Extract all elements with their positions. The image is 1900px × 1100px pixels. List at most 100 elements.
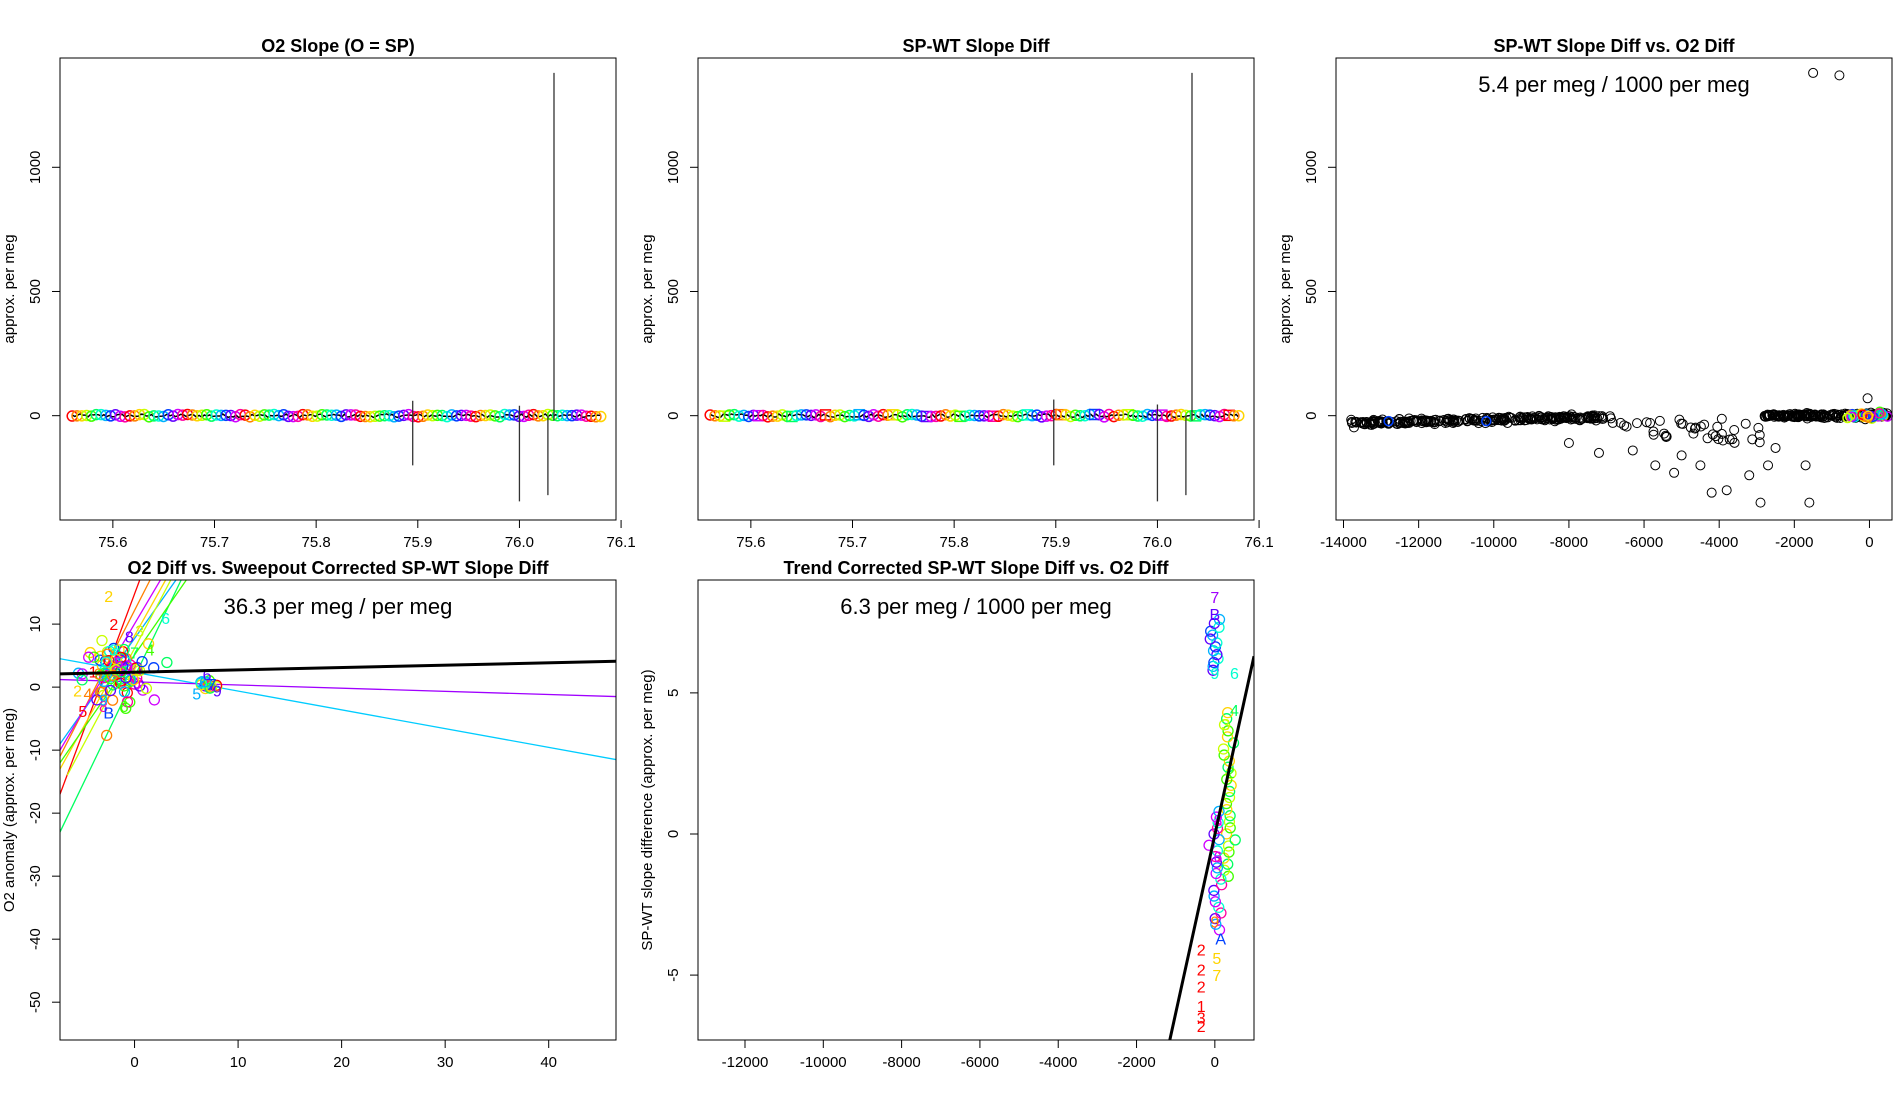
- outlier-point: [1627, 445, 1638, 456]
- outlier-point: [1770, 442, 1781, 453]
- data-point: [1449, 416, 1460, 427]
- data-point: [1502, 417, 1513, 428]
- point-label: 7: [1210, 590, 1219, 607]
- data-point: [118, 680, 130, 692]
- data-point: [1233, 409, 1245, 422]
- data-point: [103, 655, 115, 667]
- outlier-point: [1800, 460, 1811, 471]
- data-point: [88, 651, 100, 663]
- data-point: [1808, 410, 1819, 421]
- fit-line: [1168, 655, 1254, 1040]
- x-tick-label: -8000: [1550, 534, 1588, 551]
- chart-p3: SP-WT Slope Diff vs. O2 Diff -14000 -12000…: [1277, 36, 1893, 551]
- data-point: [1661, 431, 1672, 442]
- point-label: 6: [203, 668, 212, 685]
- y-tick-label: 5: [665, 689, 682, 697]
- point-label: A: [1215, 931, 1226, 948]
- data-point: [1801, 410, 1812, 421]
- chart-title: SP-WT Slope Diff: [903, 36, 1051, 56]
- y-tick-label: -30: [27, 865, 44, 887]
- regression-line: [60, 580, 182, 833]
- data-point: [136, 655, 148, 668]
- point-label: 7: [130, 645, 139, 662]
- data-point: [1592, 413, 1603, 424]
- data-point: [101, 648, 114, 660]
- x-tick-label: 10: [230, 1054, 247, 1071]
- data-point: [1729, 425, 1740, 436]
- y-tick-label: 500: [1303, 279, 1320, 304]
- data-point: [1710, 431, 1721, 442]
- outlier-point: [1593, 447, 1604, 458]
- data-point: [1453, 415, 1464, 426]
- data-point: [590, 411, 602, 423]
- point-label: 8: [125, 630, 134, 647]
- y-axis-label: SP-WT slope difference (approx. per meg): [639, 669, 656, 950]
- data-point: [200, 676, 212, 688]
- data-point: [1215, 879, 1228, 891]
- data-point: [1208, 890, 1220, 902]
- data-point: [1562, 412, 1573, 423]
- x-tick-label: 76.1: [606, 534, 635, 551]
- data-point: [1521, 415, 1532, 426]
- data-point: [142, 638, 155, 650]
- data-point: [1394, 418, 1405, 429]
- point-label: 7: [208, 677, 217, 694]
- data-point: [1211, 862, 1224, 874]
- data-point: [1208, 656, 1220, 669]
- outlier-point: [1717, 435, 1728, 446]
- data-point: [1361, 417, 1372, 428]
- point-label: B: [1210, 607, 1221, 624]
- point-label: 4: [1230, 703, 1239, 720]
- y-tick-label: 0: [27, 412, 44, 420]
- y-tick-label: 0: [665, 412, 682, 420]
- x-tick-label: 20: [333, 1054, 350, 1071]
- point-label: 2: [197, 674, 206, 691]
- data-point: [1716, 413, 1727, 424]
- data-point: [1225, 767, 1237, 779]
- regression-line: [60, 678, 616, 698]
- outlier-point: [1834, 70, 1845, 81]
- data-point: [595, 410, 607, 423]
- data-point: [1605, 413, 1616, 424]
- x-tick-label: -12000: [722, 1054, 769, 1071]
- y-tick-label: 0: [27, 683, 44, 691]
- data-point: [96, 634, 108, 647]
- outlier-point: [1804, 497, 1815, 508]
- data-point: [1615, 417, 1626, 428]
- point-label: 2: [1197, 962, 1206, 979]
- outlier-point: [1755, 497, 1766, 508]
- point-label: 2: [1197, 943, 1206, 960]
- y-tick-label: -20: [27, 802, 44, 824]
- data-point: [1547, 413, 1558, 424]
- data-point: [1740, 418, 1751, 429]
- point-group: 7B69432869A25272132: [1168, 590, 1254, 1040]
- x-tick-label: 75.7: [838, 534, 867, 551]
- chart-p2: SP-WT Slope Diff 75.6 75.7 75.8 75.9 76.0 76.1…: [639, 36, 1274, 551]
- outlier-point: [1744, 470, 1755, 481]
- data-point: [83, 651, 95, 663]
- y-tick-label: 500: [27, 279, 44, 304]
- data-point: [1395, 416, 1406, 427]
- point-label: 6: [1230, 666, 1239, 683]
- y-tick-label: -50: [27, 991, 44, 1013]
- data-point: [1357, 417, 1368, 428]
- data-point: [1464, 413, 1475, 424]
- chart-title: O2 Diff vs. Sweepout Corrected SP-WT Slo…: [127, 558, 549, 578]
- data-point: [1815, 412, 1826, 423]
- x-tick-label: -12000: [1395, 534, 1442, 551]
- data-point: [1568, 413, 1579, 424]
- data-point: [1699, 419, 1710, 430]
- data-point: [1348, 422, 1359, 433]
- data-point: [1648, 429, 1659, 440]
- data-point: [1539, 415, 1550, 426]
- y-tick-label: 1000: [27, 151, 44, 184]
- point-label: 9: [94, 666, 103, 683]
- data-point: [1712, 421, 1723, 432]
- data-point: [1215, 907, 1227, 919]
- data-point: [1209, 913, 1221, 925]
- x-tick-label: -10000: [800, 1054, 847, 1071]
- data-point: [1222, 725, 1234, 737]
- data-point: [1409, 415, 1420, 426]
- data-point: [1221, 713, 1233, 725]
- data-point: [1221, 731, 1234, 743]
